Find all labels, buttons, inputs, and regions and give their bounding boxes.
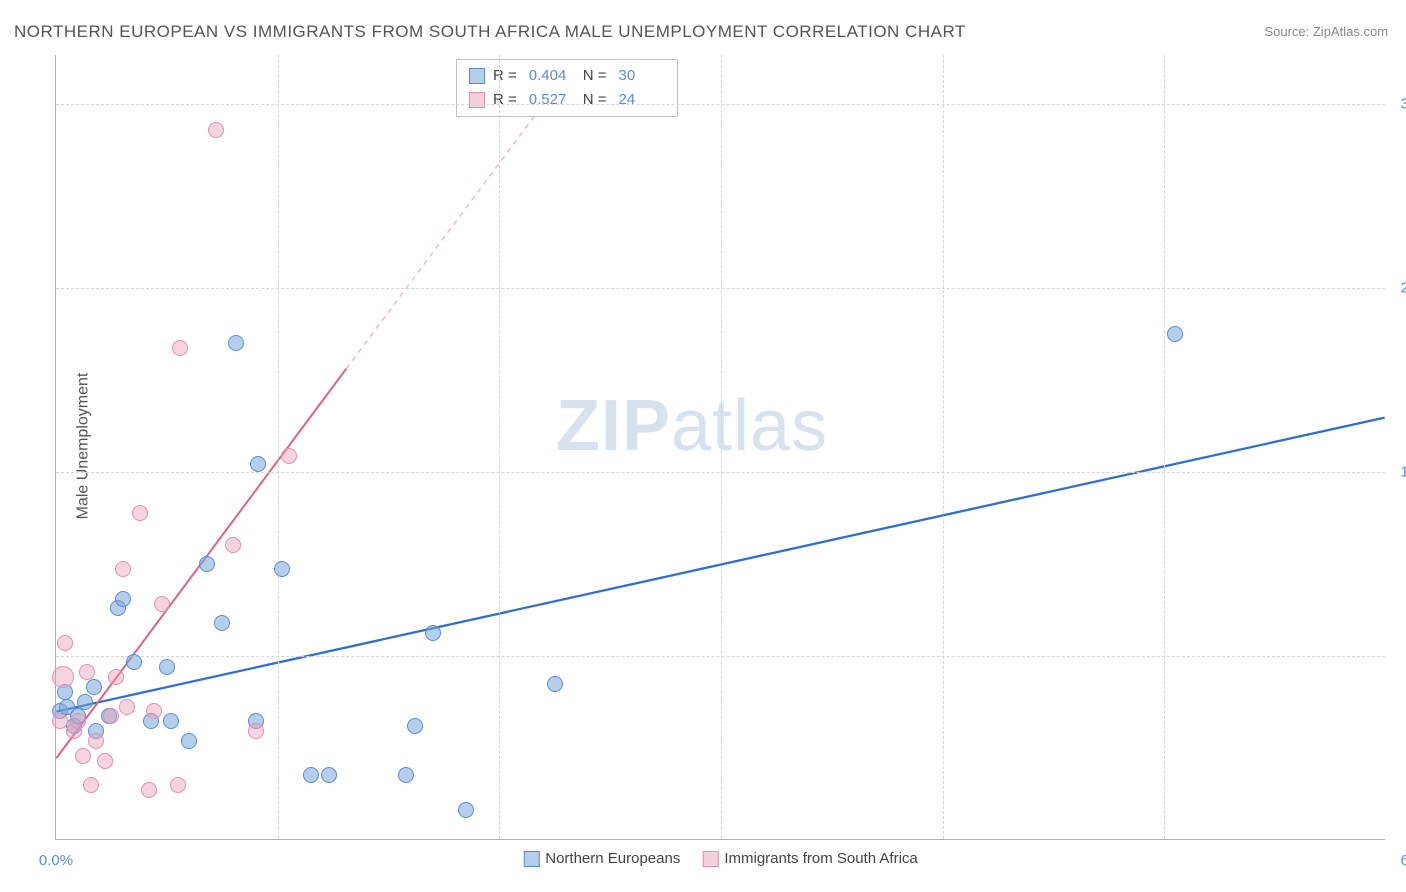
n-value: 24 [619,88,665,112]
series-legend: Northern Europeans Immigrants from South… [523,850,918,867]
x-tick-0: 0.0% [39,852,73,869]
point-south-africa [57,635,73,651]
point-south-africa [141,782,157,798]
point-northern-european [228,335,244,351]
point-south-africa [115,561,131,577]
point-northern-european [163,713,179,729]
point-south-africa [154,596,170,612]
correlation-row: R = 0.527 N = 24 [469,88,665,112]
point-northern-european [425,625,441,641]
r-value: 0.527 [529,88,575,112]
point-northern-european [303,767,319,783]
point-northern-european [199,556,215,572]
swatch-blue [523,851,539,867]
point-northern-european [321,767,337,783]
point-south-africa [75,748,91,764]
point-northern-european [1167,326,1183,342]
x-tick-60: 60.0% [1400,852,1406,869]
point-south-africa [170,777,186,793]
point-northern-european [181,733,197,749]
point-south-africa [281,448,297,464]
point-northern-european [86,679,102,695]
point-northern-european [126,654,142,670]
point-south-africa [146,703,162,719]
y-tick: 15.0% [1400,464,1406,481]
point-northern-european [398,767,414,783]
point-south-africa [225,537,241,553]
gridline-v [499,55,500,839]
n-label: N = [583,64,607,88]
legend-label: Northern Europeans [545,850,680,867]
swatch-pink [702,851,718,867]
r-label: R = [493,64,517,88]
legend-label: Immigrants from South Africa [724,850,917,867]
gridline-v [943,55,944,839]
gridline-v [1164,55,1165,839]
r-value: 0.404 [529,64,575,88]
y-tick: 22.5% [1400,280,1406,297]
legend-item: Northern Europeans [523,850,680,867]
point-northern-european [115,591,131,607]
point-south-africa [83,777,99,793]
correlation-row: R = 0.404 N = 30 [469,64,665,88]
point-northern-european [458,802,474,818]
point-south-africa [172,340,188,356]
point-south-africa [88,733,104,749]
point-south-africa [52,666,74,688]
swatch-blue [469,68,485,84]
gridline-v [721,55,722,839]
point-south-africa [208,122,224,138]
gridline-v [278,55,279,839]
point-south-africa [132,505,148,521]
chart-title: NORTHERN EUROPEAN VS IMMIGRANTS FROM SOU… [14,22,966,42]
point-south-africa [79,664,95,680]
point-south-africa [108,669,124,685]
n-value: 30 [619,64,665,88]
point-northern-european [274,561,290,577]
correlation-legend: R = 0.404 N = 30 R = 0.527 N = 24 [456,59,678,117]
point-northern-european [407,718,423,734]
point-northern-european [547,676,563,692]
swatch-pink [469,92,485,108]
point-south-africa [248,723,264,739]
n-label: N = [583,88,607,112]
y-tick: 30.0% [1400,96,1406,113]
r-label: R = [493,88,517,112]
point-northern-european [250,456,266,472]
point-northern-european [159,659,175,675]
plot-area: ZIPatlas R = 0.404 N = 30 R = 0.527 N = … [55,55,1385,840]
point-south-africa [119,699,135,715]
point-northern-european [214,615,230,631]
point-south-africa [103,708,119,724]
source-attribution: Source: ZipAtlas.com [1264,24,1388,39]
point-south-africa [70,713,86,729]
point-south-africa [97,753,113,769]
legend-item: Immigrants from South Africa [702,850,917,867]
point-northern-european [77,694,93,710]
